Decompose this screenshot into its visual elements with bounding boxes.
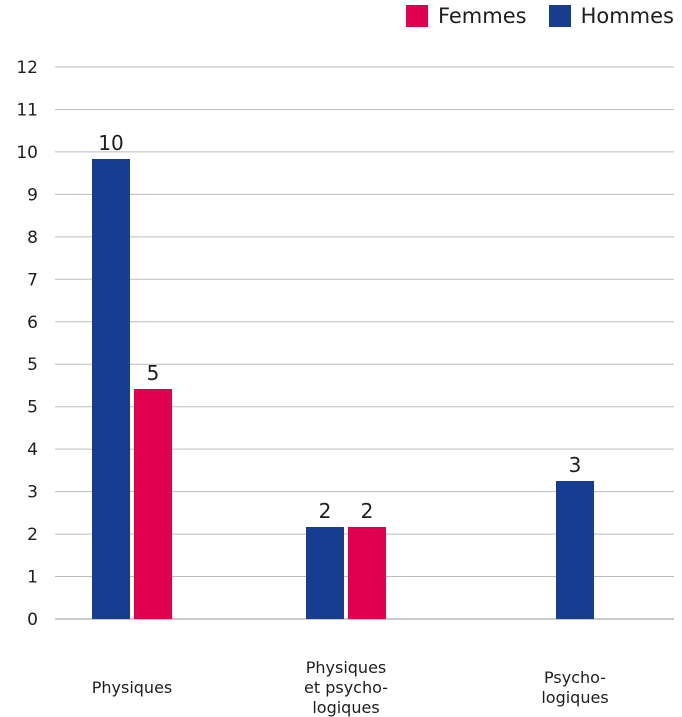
y-tick-label: 0 bbox=[27, 610, 38, 630]
bar-hommes bbox=[92, 159, 130, 619]
data-label: 10 bbox=[98, 131, 123, 155]
y-tick-label: 4 bbox=[27, 440, 38, 460]
x-axis: Physiques Physiques et psycho-logiques Psyc… bbox=[92, 658, 609, 717]
y-tick-label: 6 bbox=[27, 313, 38, 333]
legend-label-hommes: Hommes bbox=[580, 4, 674, 28]
y-tick-label: 8 bbox=[27, 228, 38, 248]
bars bbox=[92, 159, 594, 619]
legend-label-femmes: Femmes bbox=[437, 4, 527, 28]
y-tick-label: 10 bbox=[16, 143, 38, 163]
y-tick-label: 9 bbox=[27, 185, 38, 205]
data-label: 3 bbox=[569, 453, 582, 477]
bar-hommes bbox=[306, 527, 344, 619]
x-tick-label: Physiques bbox=[92, 678, 173, 697]
data-label: 5 bbox=[147, 361, 160, 385]
x-tick-label: Physiques et psycho-logiques bbox=[304, 658, 388, 717]
bar-femmes bbox=[134, 389, 172, 619]
legend-item-hommes: Hommes bbox=[548, 4, 674, 28]
legend-swatch-hommes bbox=[548, 5, 571, 27]
y-tick-label: 12 bbox=[16, 58, 38, 78]
legend-swatch-femmes bbox=[405, 5, 428, 27]
bar-femmes bbox=[348, 527, 386, 619]
y-tick-label: 5 bbox=[27, 398, 38, 418]
y-tick-label: 1 bbox=[27, 568, 38, 588]
y-tick-label: 5 bbox=[27, 355, 38, 375]
y-tick-label: 7 bbox=[27, 270, 38, 290]
y-tick-label: 2 bbox=[27, 525, 38, 545]
y-tick-label: 3 bbox=[27, 483, 38, 503]
data-label: 2 bbox=[361, 499, 374, 523]
legend: Femmes Hommes bbox=[384, 4, 674, 28]
legend-item-femmes: Femmes bbox=[405, 4, 527, 28]
data-labels: 10 5 2 2 3 bbox=[98, 131, 581, 523]
y-tick-label: 11 bbox=[16, 100, 38, 120]
data-label: 2 bbox=[319, 499, 332, 523]
x-tick-label: Psycho-logiques bbox=[541, 668, 608, 707]
bar-hommes bbox=[556, 481, 594, 619]
